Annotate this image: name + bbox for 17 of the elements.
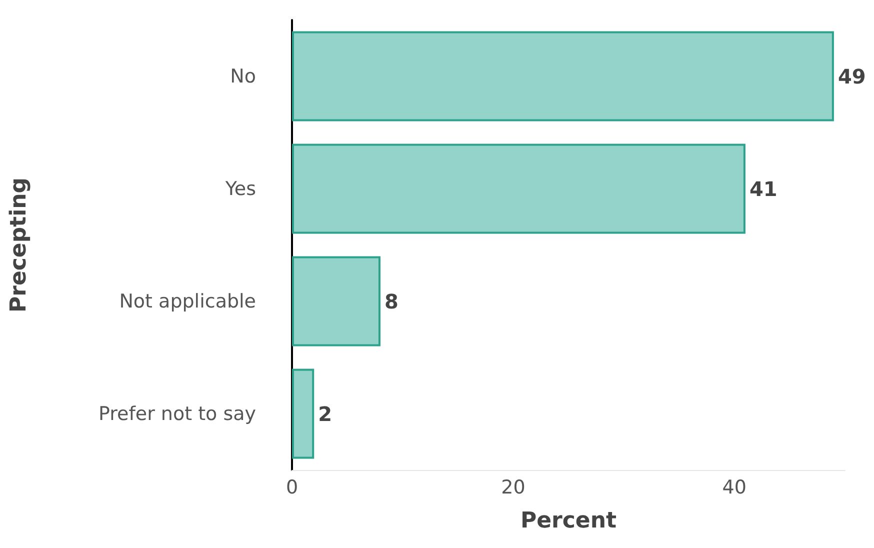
x-axis-title: Percent — [520, 508, 617, 534]
bar — [292, 31, 834, 122]
x-tick-label: 0 — [286, 476, 298, 498]
y-axis-title: Precepting — [6, 177, 32, 313]
data-label: 49 — [838, 64, 866, 88]
data-label: 8 — [384, 289, 398, 314]
x-tick-label: 20 — [501, 476, 526, 498]
y-tick-label: Prefer not to say — [98, 402, 256, 425]
data-label: 41 — [749, 176, 778, 201]
bar — [292, 256, 380, 346]
y-tick-label: Yes — [224, 178, 256, 200]
y-tick-label: No — [230, 65, 256, 88]
bar — [292, 368, 314, 459]
bar — [292, 144, 746, 234]
x-tick-label: 40 — [722, 476, 746, 498]
data-label: 2 — [318, 402, 332, 426]
y-tick-label: Not applicable — [119, 290, 256, 312]
